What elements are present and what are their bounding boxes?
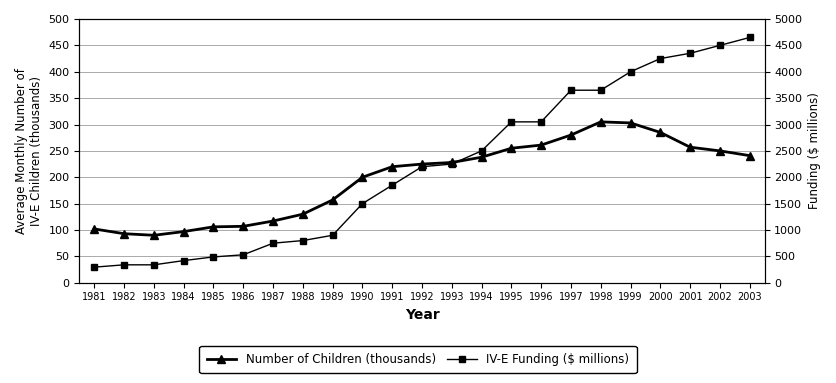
Y-axis label: Average Monthly Number of
IV-E Children (thousands): Average Monthly Number of IV-E Children …	[15, 68, 43, 234]
Legend: Number of Children (thousands), IV-E Funding ($ millions): Number of Children (thousands), IV-E Fun…	[200, 346, 636, 373]
X-axis label: Year: Year	[405, 308, 440, 322]
Y-axis label: Funding ($ millions): Funding ($ millions)	[808, 92, 821, 210]
